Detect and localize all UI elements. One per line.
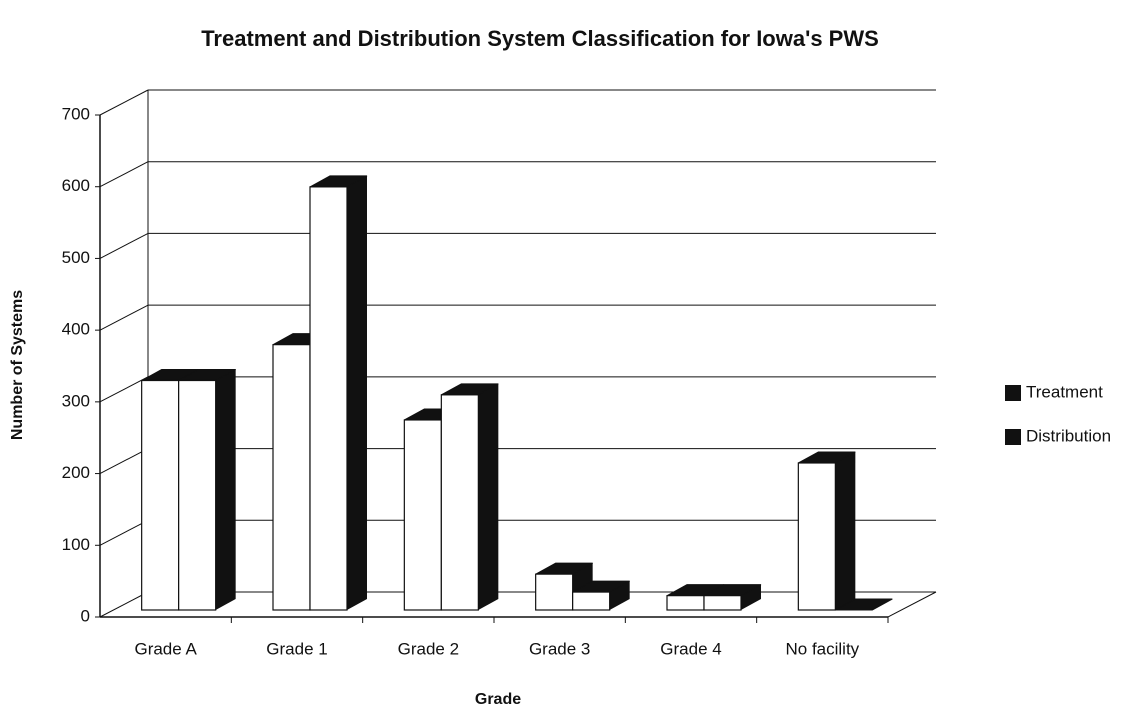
bar [703, 595, 742, 611]
x-tick-label: Grade 1 [266, 639, 327, 658]
y-tick-label: 400 [62, 320, 90, 339]
x-tick-label: No facility [785, 639, 859, 658]
x-tick-label: Grade A [134, 639, 197, 658]
bar-side [478, 383, 499, 610]
bar-top [835, 598, 893, 611]
bar [440, 394, 479, 611]
grid-line [99, 448, 149, 475]
grid-line [99, 376, 149, 403]
grid-line [99, 304, 149, 331]
y-tick-label: 500 [62, 248, 90, 267]
x-tick-label: Grade 3 [529, 639, 590, 658]
bar-side [347, 175, 367, 610]
bar-side [741, 584, 761, 610]
bar [178, 379, 217, 611]
grid-line [99, 161, 149, 188]
grid-line [99, 232, 149, 259]
bar [666, 595, 705, 611]
grid-line [99, 591, 149, 618]
bar [403, 419, 442, 611]
bar [272, 344, 311, 611]
legend-label: Treatment [1026, 382, 1103, 401]
y-tick-label: 0 [81, 606, 90, 625]
chart-title: Treatment and Distribution System Classi… [201, 26, 879, 51]
y-tick-label: 600 [62, 176, 90, 195]
bar [309, 186, 348, 611]
x-axis-title: Grade [475, 691, 521, 708]
y-tick-label: 200 [62, 463, 90, 482]
y-tick-label: 700 [62, 104, 90, 123]
floor-edge [887, 591, 937, 618]
bar [141, 379, 180, 611]
bar [797, 462, 836, 611]
bar [572, 591, 611, 611]
legend-swatch [1005, 429, 1021, 445]
bar-side [835, 451, 856, 610]
grid-line [99, 519, 149, 546]
x-tick-label: Grade 2 [398, 639, 459, 658]
y-axis-title: Number of Systems [9, 290, 26, 440]
y-tick-label: 300 [62, 391, 90, 410]
legend-swatch [1005, 385, 1021, 401]
legend-label: Distribution [1026, 426, 1111, 445]
grid-line [99, 89, 149, 116]
bar-side [609, 581, 630, 610]
bar [535, 573, 574, 611]
x-tick-label: Grade 4 [660, 639, 721, 658]
bar-side [215, 369, 236, 610]
y-tick-label: 100 [62, 535, 90, 554]
